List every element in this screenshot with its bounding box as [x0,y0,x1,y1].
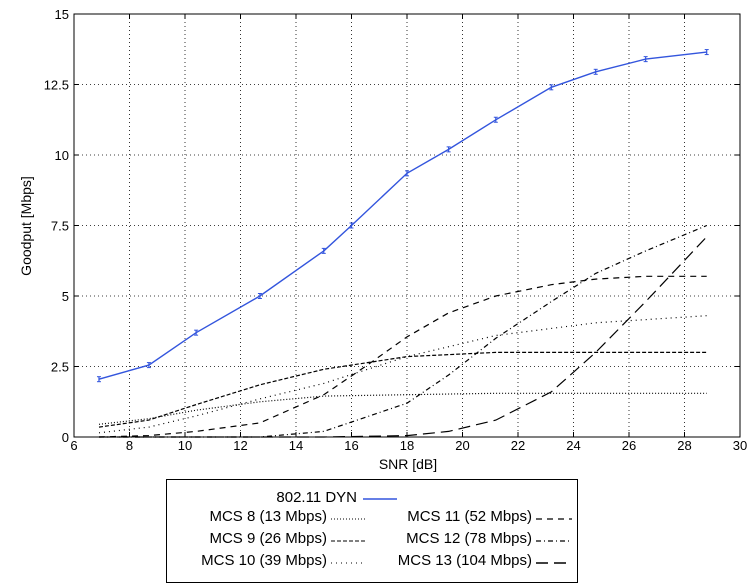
series-line-2 [98,351,707,428]
legend-label: MCS 11 (52 Mbps) [407,508,532,525]
x-tick-labels: 6 8 10 12 14 16 18 20 22 24 26 28 30 [70,438,747,453]
legend-entry-mcs11: MCS 11 (52 Mbps) [367,507,572,527]
legend-entry-mcs13: MCS 13 (104 Mbps) [367,551,572,571]
legend-sample-line [536,518,572,520]
series-line-4 [98,275,707,438]
tick-marks [73,13,741,438]
series-line-1 [98,392,707,425]
x-tick-label: 30 [733,438,747,453]
x-tick-label: 22 [511,438,525,453]
legend: 802.11 DYN MCS 8 (13 Mbps) MCS 9 (26 Mbp… [166,479,578,583]
legend-label: MCS 10 (39 Mbps) [201,552,327,569]
legend-sample-line [536,540,572,542]
legend-sample-line [536,562,572,564]
legend-entry-mcs8: MCS 8 (13 Mbps) [167,507,365,527]
y-tick-label: 7.5 [51,219,69,234]
legend-label: MCS 8 (13 Mbps) [209,508,327,525]
x-tick-label: 6 [70,438,77,453]
y-tick-label: 2.5 [51,360,69,375]
legend-sample-line [331,540,365,542]
y-tick-label: 5 [62,289,69,304]
x-tick-label: 28 [677,438,691,453]
series-layer [96,49,709,438]
y-tick-label: 12.5 [44,78,69,93]
legend-label: MCS 9 (26 Mbps) [209,530,327,547]
x-tick-label: 14 [289,438,303,453]
legend-label: MCS 13 (104 Mbps) [397,552,532,569]
legend-entry-mcs12: MCS 12 (78 Mbps) [367,529,572,549]
x-axis-label: SNR [dB] [379,456,437,472]
y-tick-label: 15 [55,7,69,22]
series-line-0 [98,51,707,380]
x-tick-label: 26 [622,438,636,453]
x-tick-label: 24 [566,438,580,453]
legend-entry-dyn: 802.11 DYN [227,488,397,508]
y-tick-labels: 0 2.5 5 7.5 10 12.5 15 [44,7,69,445]
x-tick-label: 16 [344,438,358,453]
y-axis-label: Goodput [Mbps] [18,176,34,276]
grid-lines [74,14,740,437]
goodput-chart: 6 8 10 12 14 16 18 20 22 24 26 28 30 0 2.5 5 7.5 10 12.5 1… [18,7,747,472]
x-tick-label: 10 [178,438,192,453]
x-tick-label: 20 [455,438,469,453]
legend-entry-mcs9: MCS 9 (26 Mbps) [167,529,365,549]
y-tick-label: 10 [55,148,69,163]
x-tick-label: 12 [233,438,247,453]
legend-label: 802.11 DYN [276,489,357,506]
series-line-3 [98,315,707,434]
x-tick-label: 18 [400,438,414,453]
legend-entry-mcs10: MCS 10 (39 Mbps) [167,551,365,571]
x-tick-label: 8 [126,438,133,453]
legend-sample-line [331,518,365,520]
legend-sample-line [363,498,397,500]
y-tick-label: 0 [62,430,69,445]
legend-sample-line [331,562,365,564]
series-line-5 [99,224,707,438]
legend-label: MCS 12 (78 Mbps) [406,530,532,547]
